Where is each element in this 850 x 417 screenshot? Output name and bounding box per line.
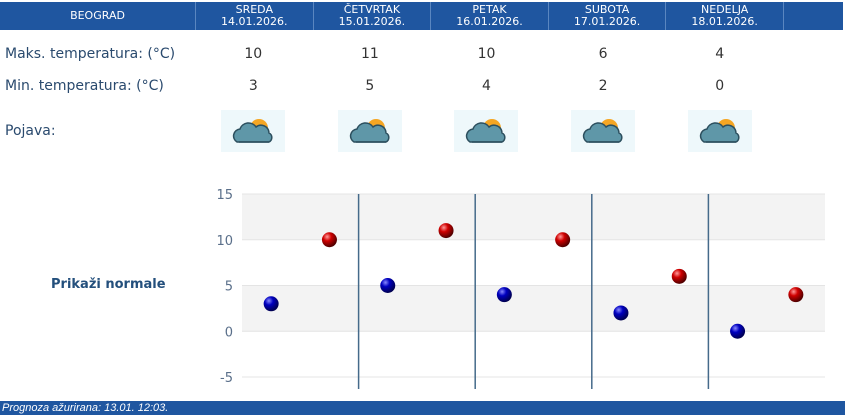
y-tick-label: 10	[216, 234, 233, 249]
max-temp-row: Maks. temperatura: (°C) 10 11 10 6 4	[0, 44, 843, 64]
day-name: SUBOTA	[584, 3, 630, 16]
forecast-updated: Prognoza ažurirana: 13.01. 12:03.	[0, 401, 845, 415]
show-normals-link[interactable]: Prikaži normale	[51, 277, 166, 292]
phenomenon-cell	[661, 110, 778, 152]
y-tick-label: 5	[225, 280, 233, 295]
day-date: 15.01.2026.	[338, 15, 406, 28]
phenomenon-row: Pojava:	[0, 110, 843, 152]
temperature-chart: 15 10 5 0 -5	[216, 188, 825, 389]
phenomenon-cell	[195, 110, 312, 152]
phenomenon-cell	[428, 110, 545, 152]
min-temp: 4	[482, 78, 491, 94]
partly-cloudy-icon	[687, 110, 752, 152]
day-name: SREDA	[235, 3, 273, 16]
partly-cloudy-icon	[571, 110, 636, 152]
min-temp-point[interactable]	[730, 323, 746, 339]
day-name: ČETVRTAK	[343, 3, 401, 16]
max-temp-point[interactable]	[788, 287, 804, 303]
min-temp-point[interactable]	[613, 305, 629, 321]
day-header: NEDELJA 18.01.2026.	[666, 2, 784, 30]
day-date: 18.01.2026.	[691, 15, 758, 28]
max-temp-point[interactable]	[555, 232, 571, 248]
grid-band	[242, 194, 825, 240]
day-date: 16.01.2026.	[456, 15, 523, 28]
day-header: ČETVRTAK 15.01.2026.	[314, 2, 432, 30]
day-name: PETAK	[472, 3, 507, 16]
min-temp: 5	[365, 78, 375, 94]
day-name: NEDELJA	[701, 3, 749, 16]
partly-cloudy-icon	[221, 110, 286, 152]
min-temp-point[interactable]	[380, 278, 396, 293]
min-temp: 3	[248, 78, 258, 94]
max-temp-point[interactable]	[438, 223, 454, 239]
partly-cloudy-icon	[337, 110, 402, 152]
day-date: 14.01.2026.	[221, 15, 288, 28]
min-temp-row: Min. temperatura: (°C) 3 5 4 2 0	[0, 76, 843, 96]
day-header: SUBOTA 17.01.2026.	[549, 2, 667, 30]
min-temp-label: Min. temperatura: (°C)	[5, 78, 164, 94]
min-temp-point[interactable]	[496, 287, 512, 303]
day-date: 17.01.2026.	[573, 15, 641, 28]
y-tick-label: 15	[216, 188, 233, 203]
min-temp-point[interactable]	[263, 296, 279, 312]
max-temp: 10	[244, 46, 263, 62]
partly-cloudy-icon	[454, 110, 519, 152]
forecast-header: BEOGRAD SREDA 14.01.2026. ČETVRTAK 15.01.2…	[0, 2, 843, 30]
max-temp-point[interactable]	[671, 268, 687, 284]
max-temp-point[interactable]	[321, 232, 337, 248]
phenomenon-cell	[545, 110, 662, 152]
max-temp: 4	[715, 46, 725, 62]
y-tick-label: -5	[220, 371, 233, 386]
min-temp: 0	[715, 78, 725, 94]
city-name: BEOGRAD	[0, 2, 196, 30]
max-temp: 10	[477, 46, 496, 62]
day-header: PETAK 16.01.2026.	[431, 2, 549, 30]
y-tick-label: 0	[225, 325, 233, 340]
max-temp-label: Maks. temperatura: (°C)	[5, 46, 176, 62]
grid-band	[242, 285, 825, 332]
max-temp: 6	[598, 46, 608, 62]
max-temp: 11	[360, 46, 379, 62]
day-header: SREDA 14.01.2026.	[196, 2, 314, 30]
phenomenon-label: Pojava:	[5, 123, 56, 139]
min-temp: 2	[598, 78, 608, 94]
phenomenon-cell	[312, 110, 429, 152]
